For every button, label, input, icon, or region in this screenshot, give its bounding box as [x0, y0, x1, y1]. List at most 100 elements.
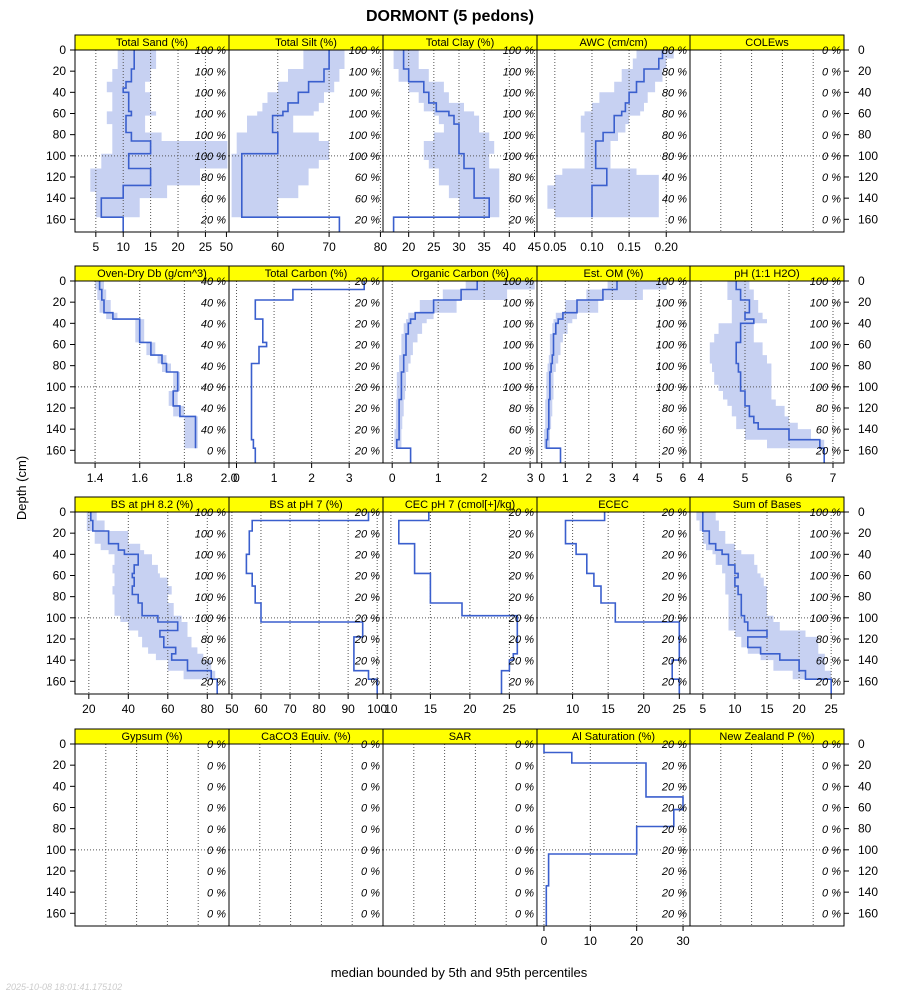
- pedon-percent-label: 20 %: [661, 507, 687, 519]
- pedon-percent-label: 20 %: [508, 634, 534, 646]
- y-tick-label: 100: [46, 843, 66, 857]
- pedon-percent-label: 100 %: [810, 592, 841, 604]
- pedon-percent-label: 20 %: [354, 507, 380, 519]
- y-tick-label: 80: [53, 359, 67, 373]
- pedon-percent-label: 0 %: [822, 151, 841, 163]
- pedon-percent-label: 40 %: [201, 297, 226, 309]
- pedon-percent-label: 0 %: [822, 824, 841, 836]
- pedon-percent-label: 60 %: [201, 655, 226, 667]
- panel-title: BS at pH 7 (%): [269, 499, 342, 511]
- y-tick-label: 140: [858, 653, 878, 667]
- x-tick-label: 20: [630, 934, 644, 948]
- y-tick-label: 120: [858, 170, 878, 184]
- panel-9: Est. OM (%) 100 % 100 % 100 % 100 % 100 % 100 …: [536, 265, 691, 485]
- pedon-percent-label: 20 %: [661, 528, 687, 540]
- x-tick-label: 4: [633, 471, 640, 485]
- pedon-percent-label: 20 %: [508, 528, 534, 540]
- pedon-percent-label: 100 %: [810, 297, 841, 309]
- y-tick-label: 20: [53, 295, 67, 309]
- pedon-percent-label: 0 %: [361, 739, 380, 751]
- y-tick-label: 100: [858, 611, 878, 625]
- pedon-percent-label: 100 %: [195, 550, 226, 562]
- x-tick-label: 25: [503, 702, 517, 716]
- x-tick-label: 50: [220, 240, 234, 254]
- pedon-percent-label: 80 %: [662, 151, 687, 163]
- x-tick-label: 1: [271, 471, 278, 485]
- x-tick-label: 25: [199, 240, 213, 254]
- panel-4: AWC (cm/cm) 80 % 80 % 80 % 80 % 80 % 80 % 40 % 4…: [536, 34, 691, 254]
- median-line: [241, 50, 341, 232]
- pedon-percent-label: 0 %: [515, 866, 534, 878]
- pedon-percent-label: 60 %: [816, 655, 841, 667]
- pedon-percent-label: 100 %: [195, 528, 226, 540]
- pedon-percent-label: 20 %: [354, 403, 380, 415]
- pedon-percent-label: 20 %: [354, 424, 380, 436]
- pedon-percent-label: 0 %: [361, 824, 380, 836]
- panel-grid: Total Sand (%)100 %100 %100 %100 %100 %1…: [74, 34, 845, 948]
- x-tick-label: 20: [402, 240, 416, 254]
- y-tick-label: 80: [53, 822, 67, 836]
- median-line: [398, 512, 519, 694]
- x-tick-label: 20: [171, 240, 185, 254]
- pedon-percent-label: 20 %: [354, 634, 380, 646]
- y-tick-label: 160: [46, 906, 66, 920]
- panel-title: CaCO3 Equiv. (%): [261, 731, 351, 743]
- median-line: [564, 512, 681, 694]
- percentile-band: [709, 281, 825, 449]
- pedon-percent-label: 20 %: [661, 739, 687, 751]
- pedon-percent-label: 20 %: [508, 655, 534, 667]
- x-tick-label: 2: [308, 471, 315, 485]
- x-tick-label: 4: [698, 471, 705, 485]
- panel-title: AWC (cm/cm): [579, 37, 647, 49]
- x-tick-label: 80: [201, 702, 215, 716]
- pedon-percent-label: 100 %: [810, 276, 841, 288]
- median-line: [702, 512, 832, 694]
- pedon-percent-label: 0 %: [822, 845, 841, 857]
- pedon-percent-label: 20 %: [815, 446, 841, 458]
- panel-17: CaCO3 Equiv. (%) 0 % 0 % 0 % 0 % 0 % 0 % 0 % 0 %…: [228, 728, 384, 927]
- pedon-percent-label: 80 %: [662, 403, 687, 415]
- pedon-percent-label: 40 %: [662, 193, 687, 205]
- pedon-percent-label: 100 %: [503, 319, 534, 331]
- pedon-percent-label: 0 %: [207, 909, 226, 921]
- y-tick-label: 40: [53, 779, 67, 793]
- x-tick-label: 10: [117, 240, 131, 254]
- pedon-percent-label: 20 %: [661, 909, 687, 921]
- y-tick-label: 80: [53, 128, 67, 142]
- y-tick-label: 80: [858, 590, 872, 604]
- pedon-percent-label: 80 %: [662, 88, 687, 100]
- y-tick-label: 140: [46, 885, 66, 899]
- x-tick-label: 3: [609, 471, 616, 485]
- y-tick-label: 20: [858, 526, 872, 540]
- pedon-percent-label: 100 %: [195, 592, 226, 604]
- y-tick-label: 80: [858, 128, 872, 142]
- pedon-percent-label: 100 %: [195, 45, 226, 57]
- percentile-band: [231, 50, 345, 218]
- pedon-percent-label: 80 %: [662, 130, 687, 142]
- y-tick-label: 120: [858, 864, 878, 878]
- y-tick-label: 20: [53, 64, 67, 78]
- pedon-percent-label: 100 %: [656, 340, 687, 352]
- y-tick-label: 120: [46, 170, 66, 184]
- pedon-percent-label: 0 %: [822, 909, 841, 921]
- panel-1: Total Sand (%) 100 % 100 % 100 % 100 % 100 % 1…: [74, 34, 230, 254]
- pedon-percent-label: 100 %: [503, 340, 534, 352]
- pedon-percent-label: 20 %: [661, 782, 687, 794]
- y-tick-label: 80: [858, 822, 872, 836]
- median-line: [100, 50, 152, 232]
- pedon-percent-label: 0 %: [515, 887, 534, 899]
- y-tick-label: 140: [46, 422, 66, 436]
- y-tick-label: 160: [46, 212, 66, 226]
- pedon-percent-label: 100 %: [349, 45, 380, 57]
- x-tick-label: 20: [463, 702, 477, 716]
- x-tick-label: 20: [637, 702, 651, 716]
- y-tick-label: 120: [46, 401, 66, 415]
- pedon-percent-label: 0 %: [668, 215, 687, 227]
- y-tick-label: 60: [53, 800, 67, 814]
- y-tick-label: 60: [53, 106, 67, 120]
- pedon-percent-label: 20 %: [661, 592, 687, 604]
- panel-11: BS at pH 8.2 (%)100 %100 %100 %100 %100 …: [74, 496, 230, 716]
- pedon-percent-label: 20 %: [354, 528, 380, 540]
- pedon-percent-label: 20 %: [508, 613, 534, 625]
- pedon-percent-label: 80 %: [201, 172, 226, 184]
